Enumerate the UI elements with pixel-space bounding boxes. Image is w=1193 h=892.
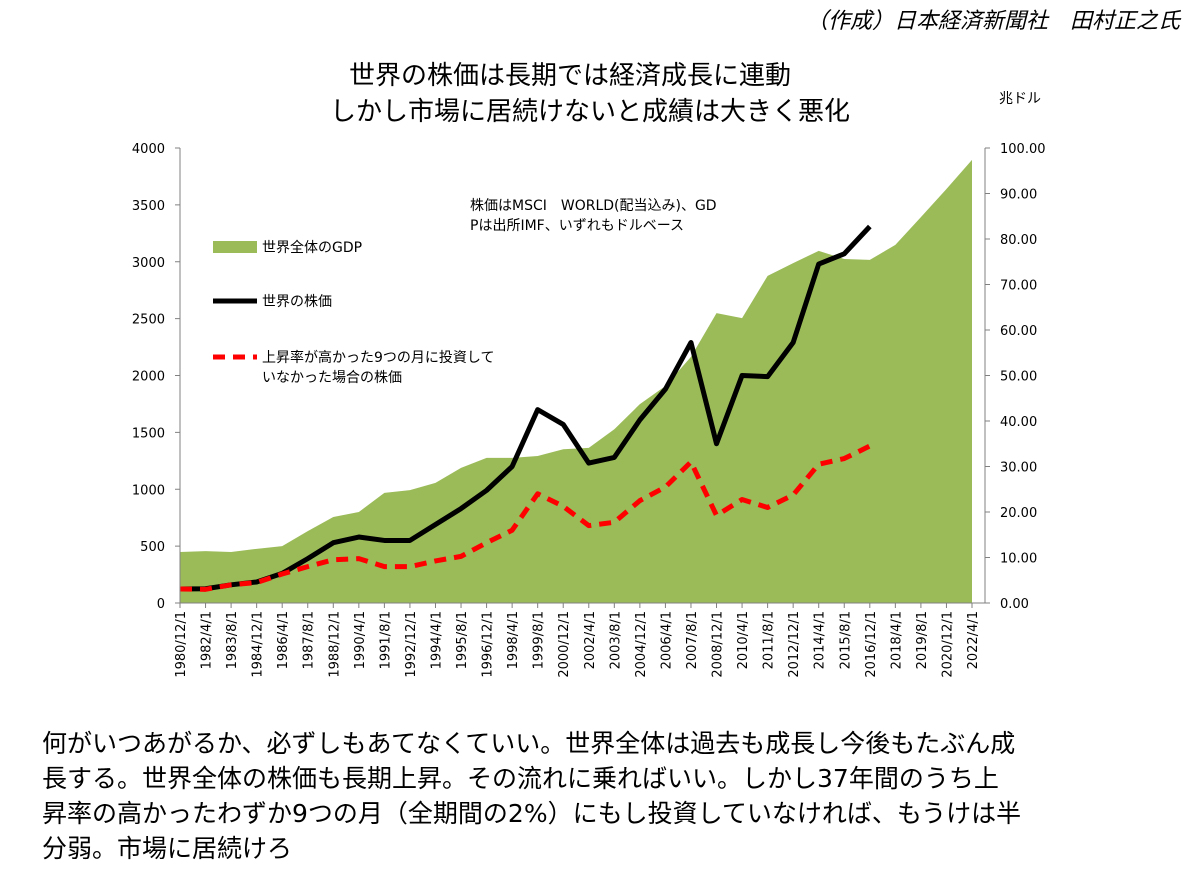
x-tick-label: 1998/4/1 xyxy=(506,611,521,669)
x-tick-label: 1994/4/1 xyxy=(429,611,444,669)
x-tick-label: 1980/12/1 xyxy=(174,611,189,678)
x-tick-label: 1995/8/1 xyxy=(455,611,470,669)
y2-tick-label: 100.00 xyxy=(1000,142,1046,157)
x-tick-label: 2008/12/1 xyxy=(711,611,726,678)
x-tick-label: 1983/8/1 xyxy=(225,611,240,669)
x-tick-label: 1984/12/1 xyxy=(251,611,266,678)
x-tick-label: 1996/12/1 xyxy=(481,611,496,678)
x-tick-label: 2011/8/1 xyxy=(762,611,777,669)
stock-line xyxy=(179,224,872,592)
caption-line: 長する。世界全体の株価も長期上昇。その流れに乗ればいい。しかし37年間のうち上 xyxy=(42,764,999,793)
caption-line: 分弱。市場に居続けろ xyxy=(42,834,292,863)
x-tick-label: 2015/8/1 xyxy=(838,611,853,669)
gdp-area xyxy=(180,159,972,603)
x-tick-label: 1991/8/1 xyxy=(378,611,393,669)
y-tick-label: 2000 xyxy=(132,370,165,385)
x-tick-label: 1982/4/1 xyxy=(200,611,215,669)
legend-swatch xyxy=(213,241,257,253)
title-line: しかし市場に居続けないと成績は大きく悪化 xyxy=(330,97,850,127)
header: （作成）日本経済新聞社 田村正之氏 xyxy=(806,9,1182,34)
y-tick-label: 3000 xyxy=(132,256,165,271)
title-line: 世界の株価は長期では経済成長に連動 xyxy=(349,61,791,91)
x-tick-label: 2003/8/1 xyxy=(608,611,623,669)
annotation: 株価はMSCI WORLD(配当込み)、GD xyxy=(470,198,717,214)
x-tick-label: 1999/8/1 xyxy=(532,611,547,669)
y-tick-label: 1500 xyxy=(132,426,165,441)
x-tick-label: 1986/4/1 xyxy=(276,611,291,669)
y2-tick-label: 70.00 xyxy=(1000,279,1037,294)
red-line xyxy=(179,443,871,592)
caption-line: 何がいつあがるか、必ずしもあてなくていい。世界全体は過去も成長し今後もたぶん成 xyxy=(42,729,1015,758)
x-tick-label: 2002/4/1 xyxy=(583,611,598,669)
x-tick-label: 2016/12/1 xyxy=(864,611,879,678)
annotation: Pは出所IMF、いずれもドルベース xyxy=(470,218,684,234)
caption-line: 昇率の高かったわずか9つの月（全期間の2%）にもし投資していなければ、もうけは半 xyxy=(42,799,1021,828)
y-tick-label: 500 xyxy=(140,540,165,555)
x-tick-label: 2014/4/1 xyxy=(813,611,828,669)
x-tick-label: 1990/4/1 xyxy=(353,611,368,669)
x-tick-label: 2010/4/1 xyxy=(736,611,751,669)
y2-tick-label: 60.00 xyxy=(1000,324,1037,339)
x-tick-label: 2018/4/1 xyxy=(889,611,904,669)
y2-tick-label: 80.00 xyxy=(1000,233,1037,248)
legend-label: 上昇率が高かった9つの月に投資していなかった場合の株価 xyxy=(262,349,495,386)
x-tick-label: 1987/8/1 xyxy=(302,611,317,669)
y2-tick-label: 90.00 xyxy=(1000,188,1037,203)
y2-unit: 兆ドル xyxy=(999,91,1041,107)
x-tick-label: 2007/8/1 xyxy=(685,611,700,669)
x-tick-label: 2006/4/1 xyxy=(659,611,674,669)
y2-tick-label: 20.00 xyxy=(1000,506,1037,521)
y2-tick-label: 0.00 xyxy=(1000,597,1029,612)
y-tick-label: 0 xyxy=(157,597,165,612)
x-tick-label: 2000/12/1 xyxy=(557,611,572,678)
y2-tick-label: 40.00 xyxy=(1000,415,1037,430)
x-tick-label: 2012/12/1 xyxy=(787,611,802,678)
x-tick-label: 2004/12/1 xyxy=(634,611,649,678)
x-tick-label: 2019/8/1 xyxy=(915,611,930,669)
legend-label: 世界の株価 xyxy=(262,294,332,310)
y-tick-label: 1000 xyxy=(132,483,165,498)
y2-tick-label: 10.00 xyxy=(1000,552,1037,567)
y-tick-label: 3500 xyxy=(132,199,165,214)
x-tick-label: 2022/4/1 xyxy=(966,611,981,669)
x-tick-label: 1992/12/1 xyxy=(404,611,419,678)
y2-tick-label: 30.00 xyxy=(1000,461,1037,476)
y2-tick-label: 50.00 xyxy=(1000,370,1037,385)
x-tick-label: 1988/12/1 xyxy=(327,611,342,678)
x-tick-label: 2020/12/1 xyxy=(940,611,955,678)
legend-label: 世界全体のGDP xyxy=(262,239,362,256)
y-tick-label: 4000 xyxy=(132,142,165,157)
y-tick-label: 2500 xyxy=(132,313,165,328)
